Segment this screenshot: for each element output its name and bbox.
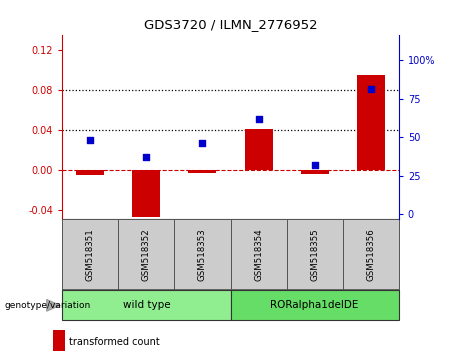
Bar (62, 219, 118, 290)
Text: wild type: wild type (123, 300, 170, 310)
Bar (230, 219, 287, 290)
Text: GSM518355: GSM518355 (310, 228, 319, 281)
Bar (118, 219, 174, 290)
Text: GSM518352: GSM518352 (142, 228, 151, 281)
Bar (343, 219, 399, 290)
Bar (287, 219, 343, 290)
Bar (174, 219, 230, 290)
Point (367, 86, 374, 92)
Text: GSM518356: GSM518356 (366, 228, 375, 281)
Bar (244, 129, 272, 170)
Bar (53, 330, 65, 351)
Bar (189, 170, 217, 173)
Point (311, 162, 318, 168)
Text: GSM518354: GSM518354 (254, 228, 263, 281)
Text: GSM518351: GSM518351 (86, 228, 95, 281)
Bar (230, 290, 399, 320)
Text: transformed count: transformed count (69, 337, 159, 347)
Title: GDS3720 / ILMN_2776952: GDS3720 / ILMN_2776952 (144, 18, 317, 32)
Point (199, 141, 206, 146)
Point (142, 154, 150, 160)
Polygon shape (47, 299, 60, 312)
Text: RORalpha1delDE: RORalpha1delDE (271, 300, 359, 310)
Bar (132, 170, 160, 217)
Bar (301, 170, 329, 174)
Bar (62, 290, 230, 320)
Point (255, 116, 262, 121)
Bar (357, 75, 385, 170)
Point (87, 137, 94, 143)
Text: genotype/variation: genotype/variation (5, 301, 91, 310)
Text: GSM518353: GSM518353 (198, 228, 207, 281)
Bar (76, 170, 104, 175)
